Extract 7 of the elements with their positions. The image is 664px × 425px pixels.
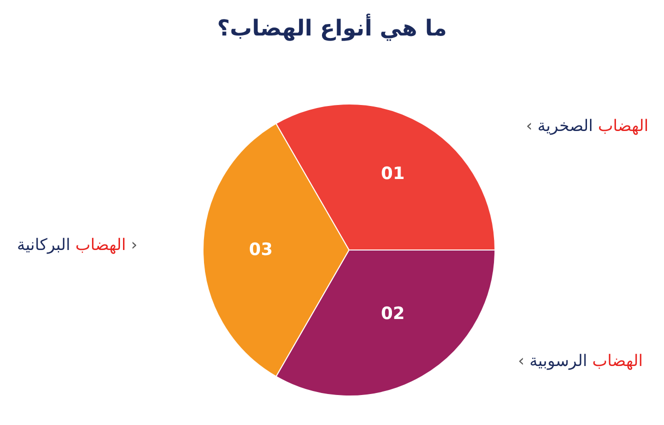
category-label: ‹ الهضاب الصخرية [526,116,648,135]
text: 01 [381,164,405,184]
category-label: ‹ الهضاب الرسوبية [518,351,643,370]
text: 03 [249,240,273,260]
text: 02 [381,304,405,324]
chart-title: ما هي أنواع الهضاب؟ [217,14,447,42]
category-label: الهضاب البركانية › [17,235,138,254]
